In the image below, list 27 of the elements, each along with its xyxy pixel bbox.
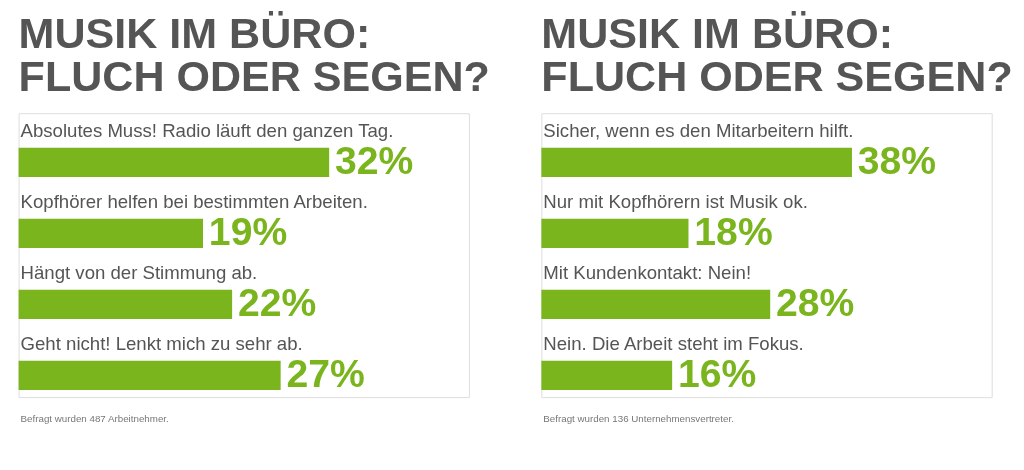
y-tick-label: Absolutes Muss! Radio läuft den ganzen Tag. [20,119,394,141]
data-label: 27% [286,352,365,396]
y-tick-label: Sicher, wenn es den Mitarbeitern hilft. [543,119,854,141]
bar [541,147,852,178]
y-tick-label: Mit Kundenkontakt: Nein! [543,261,752,283]
data-label: 18% [694,210,773,254]
data-label: 28% [776,281,855,325]
bar [18,360,281,391]
bar [18,218,203,249]
bar [18,147,330,178]
y-tick-label: Kopfhörer helfen bei bestimmten Arbeiten. [20,190,368,212]
bar [18,289,233,320]
y-tick-label: Hängt von der Stimmung ab. [20,261,258,283]
text: Befragt wurden 136 Unternehmensvertreter. [543,412,734,424]
bar [541,218,689,249]
chart-title: MUSIK IM BÜRO: FLUCH ODER SEGEN? [541,8,1013,100]
data-label: 22% [237,281,317,325]
bar [541,360,673,391]
y-tick-label: Nein. Die Arbeit steht im Fokus. [543,332,804,354]
data-label: 19% [208,210,288,254]
text: Befragt wurden 487 Arbeitnehmer. [20,412,169,424]
y-tick-label: Geht nicht! Lenkt mich zu sehr ab. [20,332,303,354]
bar [541,289,771,320]
chart-title: MUSIK IM BÜRO: FLUCH ODER SEGEN? [18,8,490,100]
data-label: 38% [857,139,937,183]
y-tick-label: Nur mit Kopfhörern ist Musik ok. [543,190,808,212]
data-label: 16% [678,352,757,396]
